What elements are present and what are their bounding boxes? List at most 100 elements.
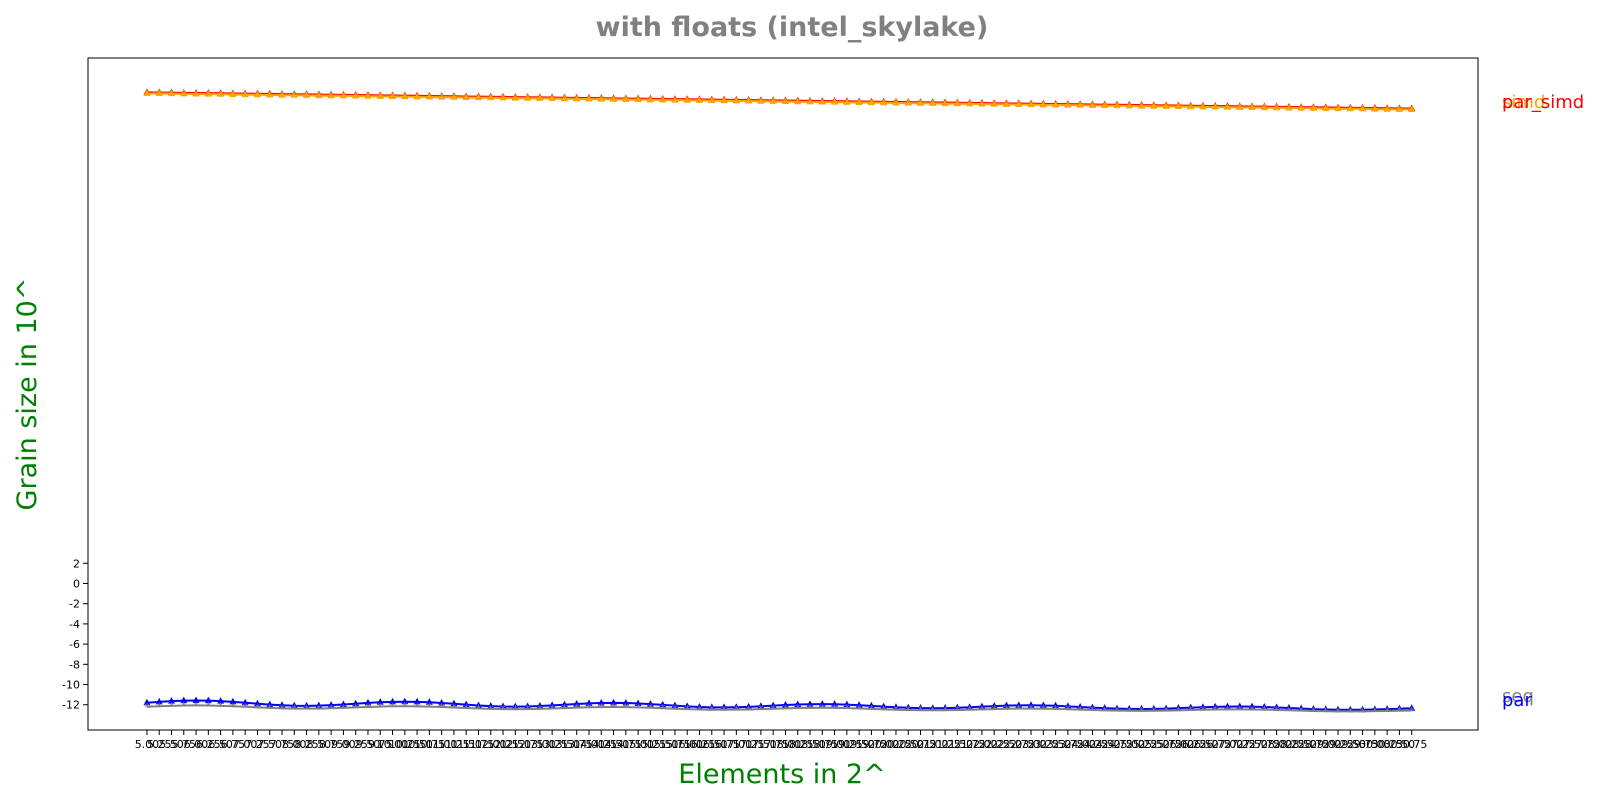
data-point: * <box>169 700 175 713</box>
data-point <box>917 704 925 711</box>
x-tick-label: 8.50 <box>307 738 332 751</box>
data-point: * <box>869 703 875 716</box>
x-tick-label: 15.75 <box>659 738 691 751</box>
data-point <box>720 96 728 104</box>
data-point: * <box>304 703 310 716</box>
x-tick-label: 20.50 <box>892 738 924 751</box>
data-point <box>1309 104 1317 111</box>
data-point: * <box>1163 705 1169 718</box>
data-point <box>867 701 875 709</box>
data-point: * <box>574 702 580 715</box>
data-point <box>573 699 581 707</box>
x-tick-label: 19.25 <box>831 738 863 751</box>
data-point <box>1076 101 1084 108</box>
data-point <box>364 698 372 706</box>
x-tick-label: 29.50 <box>1335 738 1367 751</box>
x-tick-label: 21.75 <box>954 738 986 751</box>
data-point <box>929 704 937 711</box>
data-point <box>610 95 618 102</box>
x-tick-label: 13.50 <box>549 738 581 751</box>
data-point <box>843 700 851 708</box>
data-point <box>745 97 753 104</box>
x-tick-label: 25.00 <box>1114 738 1146 751</box>
data-point: * <box>451 702 457 715</box>
data-point <box>1395 105 1403 112</box>
data-point <box>917 99 925 106</box>
series-line-par_simd <box>146 91 1412 110</box>
data-point <box>1125 101 1133 109</box>
data-point <box>511 94 519 101</box>
x-tick-label: 23.50 <box>1040 738 1072 751</box>
data-point: * <box>1004 703 1010 716</box>
x-tick-label: 26.00 <box>1163 738 1195 751</box>
data-point: * <box>292 703 298 716</box>
data-point <box>659 700 667 708</box>
x-tick-label: 6.25 <box>196 738 221 751</box>
x-tick-label: 25.50 <box>1138 738 1170 751</box>
x-tick-label: 17.00 <box>721 738 753 751</box>
data-point <box>253 699 261 707</box>
data-point: * <box>721 704 727 717</box>
data-point <box>990 702 998 709</box>
data-point <box>1199 703 1207 710</box>
data-point: * <box>341 702 347 715</box>
x-tick-label: 21.50 <box>942 738 974 751</box>
y-tick-label: -10 <box>62 679 80 692</box>
series-label-par: par <box>1502 690 1532 711</box>
x-tick-label: 13.75 <box>561 738 593 751</box>
data-point <box>610 698 618 706</box>
data-point <box>1285 103 1293 111</box>
data-point: * <box>672 703 678 716</box>
x-tick-label: 16.00 <box>671 738 703 751</box>
data-point <box>450 93 458 100</box>
data-point <box>376 92 384 99</box>
data-point <box>1371 105 1379 112</box>
data-point <box>339 700 347 707</box>
x-tick-label: 17.75 <box>757 738 789 751</box>
x-tick-label: 9.25 <box>343 738 368 751</box>
data-point <box>781 701 789 708</box>
data-point <box>192 696 200 703</box>
x-tick-label: 15.25 <box>635 738 667 751</box>
data-point <box>953 99 961 107</box>
data-point: * <box>1065 703 1071 716</box>
data-point <box>536 94 544 101</box>
data-point: * <box>1114 705 1120 718</box>
data-point <box>1162 704 1170 712</box>
data-point <box>634 95 642 103</box>
data-point: * <box>328 702 334 715</box>
data-point: * <box>770 703 776 716</box>
data-point <box>168 89 175 97</box>
data-point <box>990 100 998 107</box>
data-point <box>278 91 286 98</box>
data-point <box>892 98 900 106</box>
x-tick-label: 24.00 <box>1064 738 1096 751</box>
x-tick-label: 27.75 <box>1249 738 1281 751</box>
x-tick-label: 23.75 <box>1052 738 1084 751</box>
data-point <box>204 90 212 97</box>
data-point: * <box>549 702 555 715</box>
data-point <box>1015 701 1023 708</box>
x-tick-label: 15.50 <box>647 738 679 751</box>
data-point: * <box>697 703 703 716</box>
data-point <box>696 702 703 710</box>
data-point: * <box>525 703 531 716</box>
data-point: * <box>1360 705 1366 718</box>
data-point <box>352 92 360 99</box>
x-tick-label: 8.75 <box>319 738 344 751</box>
data-point: * <box>1397 705 1403 718</box>
data-point <box>192 90 200 97</box>
data-point <box>683 96 691 103</box>
data-point <box>855 701 863 708</box>
data-point <box>229 90 237 97</box>
y-tick-label: -2 <box>69 598 80 611</box>
data-point: * <box>1274 704 1280 717</box>
data-point <box>646 700 654 707</box>
data-point <box>511 702 519 710</box>
data-point: * <box>893 704 899 717</box>
data-point <box>413 92 421 100</box>
x-tick-label: 30.75 <box>1396 738 1428 751</box>
y-tick-label: -4 <box>69 618 80 631</box>
data-point <box>659 95 667 103</box>
x-tick-label: 6.50 <box>208 738 233 751</box>
